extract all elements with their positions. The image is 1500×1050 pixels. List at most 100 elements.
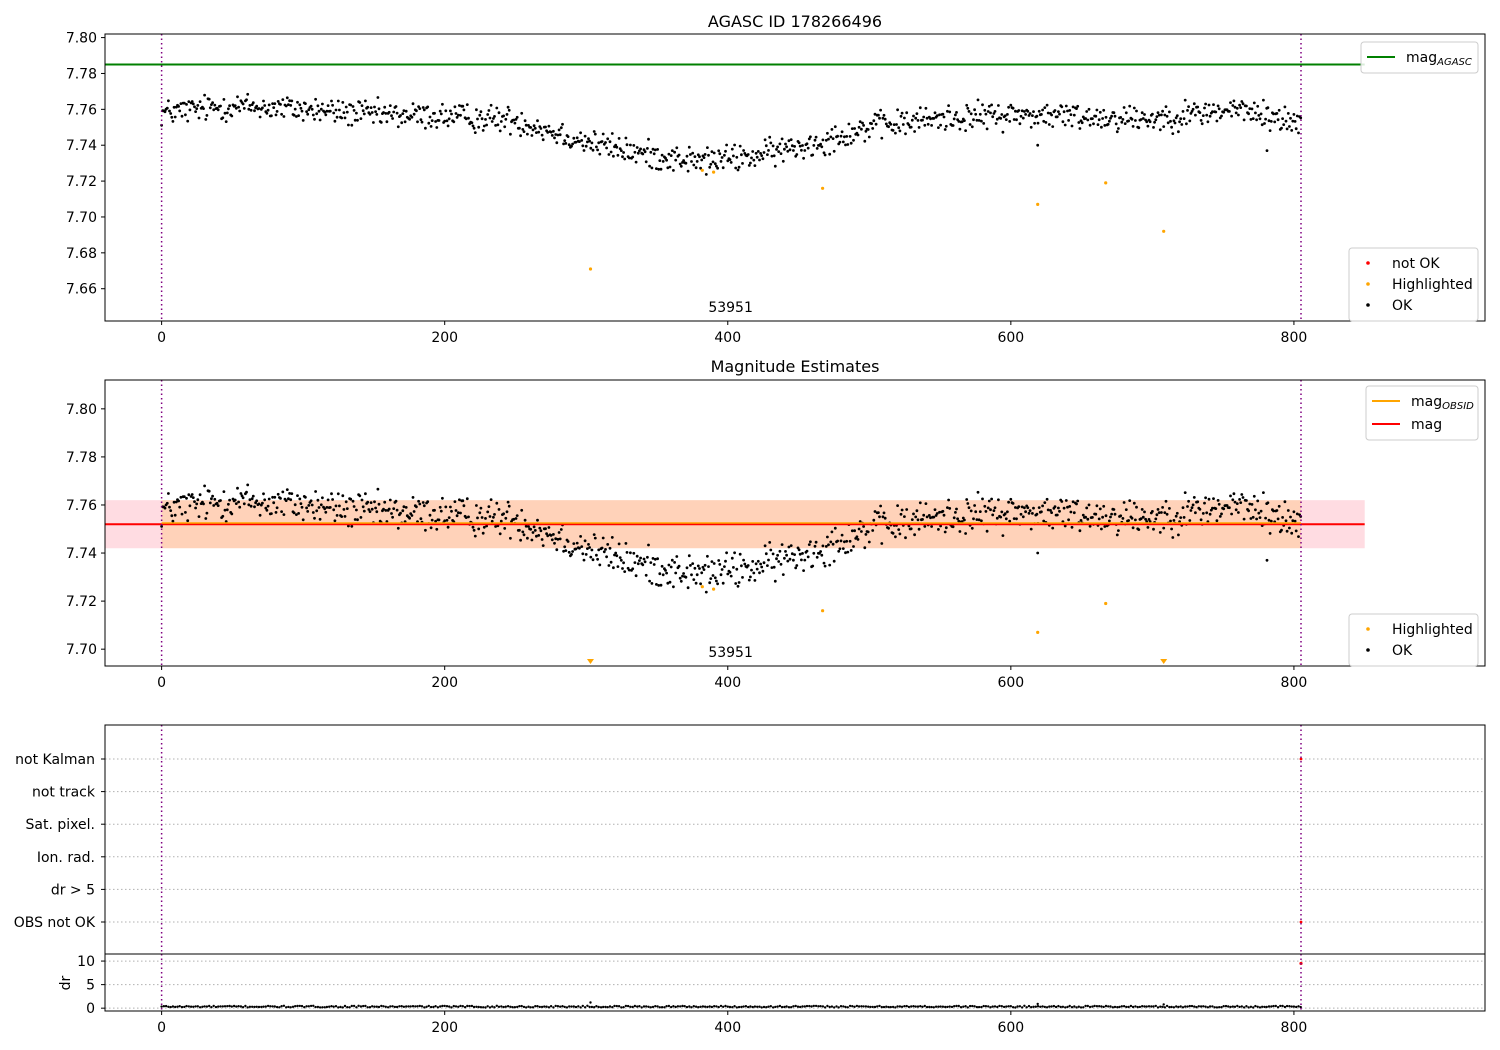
ok-point: [532, 124, 536, 128]
ok-point: [1009, 103, 1013, 107]
y-tick-label: 7.78: [66, 450, 97, 466]
ok-point: [505, 113, 509, 116]
ok-point: [433, 508, 436, 512]
ok-point: [958, 530, 962, 533]
ok-point: [972, 517, 975, 521]
ok-point: [445, 119, 449, 123]
ok-point: [681, 574, 684, 578]
ok-point: [1122, 106, 1126, 109]
ok-point: [798, 552, 802, 556]
ok-point: [507, 108, 511, 112]
ok-point: [503, 125, 507, 129]
ok-point: [336, 492, 340, 496]
dr-point: [1236, 1004, 1239, 1008]
ok-point: [1230, 512, 1233, 516]
ok-point: [467, 515, 470, 519]
ok-point: [540, 538, 544, 541]
dr-point: [1179, 1005, 1182, 1008]
highlighted-point: [1104, 181, 1108, 185]
ok-point: [208, 106, 212, 110]
dr-point: [823, 1006, 827, 1009]
ok-point: [742, 149, 745, 152]
flag-label: not track: [32, 785, 96, 801]
dr-point: [264, 1005, 267, 1008]
ok-point: [1293, 519, 1297, 523]
ok-point: [1055, 513, 1059, 517]
ok-point: [1132, 106, 1136, 110]
ok-point: [788, 557, 792, 561]
ok-point: [687, 554, 691, 558]
ok-point: [331, 103, 334, 107]
ok-point: [586, 140, 589, 144]
dr-point: [844, 1005, 847, 1009]
ok-point: [1251, 515, 1255, 519]
ok-point: [597, 141, 601, 145]
ok-point: [237, 500, 241, 504]
ok-point: [449, 505, 452, 509]
ok-point: [572, 136, 576, 140]
x-tick-label: 200: [431, 675, 458, 691]
ok-point: [310, 107, 314, 111]
ok-point: [513, 121, 517, 125]
ok-point: [622, 561, 625, 565]
ok-point: [323, 110, 327, 114]
ok-point: [673, 150, 676, 154]
dr-point: [352, 1004, 356, 1008]
dr-point: [1021, 1006, 1024, 1009]
ok-point: [1135, 505, 1138, 509]
ok-point: [1283, 500, 1287, 504]
dr-point: [855, 1004, 859, 1008]
x-tick-label: 0: [157, 675, 166, 691]
y-tick-label: 7.70: [66, 642, 97, 658]
ok-point: [267, 497, 271, 501]
highlighted-point: [588, 267, 593, 271]
ok-point: [1169, 519, 1172, 523]
ok-point: [1250, 107, 1254, 111]
ok-point: [939, 524, 942, 528]
ok-point: [649, 561, 653, 564]
ok-point: [358, 494, 362, 498]
ok-point: [180, 512, 184, 516]
ok-point: [1139, 517, 1143, 521]
ok-point: [529, 126, 533, 129]
ok-point: [544, 527, 547, 531]
ok-point: [1121, 517, 1125, 520]
ok-point: [1006, 510, 1009, 514]
ok-point: [493, 513, 496, 516]
ok-point: [362, 509, 366, 513]
ok-point: [404, 109, 408, 113]
ok-point: [749, 575, 752, 579]
ok-point: [1267, 518, 1271, 522]
ok-point: [960, 120, 964, 124]
ok-point: [706, 554, 709, 558]
ok-point: [942, 115, 946, 119]
ok-point: [1103, 124, 1107, 127]
ok-point: [224, 120, 228, 123]
ok-point: [438, 505, 442, 509]
ok-point: [612, 154, 615, 158]
ok-point: [815, 147, 819, 150]
dr-point: [706, 1005, 709, 1009]
ok-point: [267, 103, 271, 107]
ok-point: [773, 579, 777, 583]
ok-point: [1292, 113, 1296, 116]
ok-point: [877, 511, 880, 514]
dr-point: [932, 1006, 935, 1009]
ok-point: [1051, 125, 1055, 128]
ok-point: [421, 106, 425, 109]
ok-point: [951, 525, 955, 529]
ok-point: [464, 117, 468, 121]
ok-point: [846, 143, 850, 146]
ok-point: [732, 154, 735, 158]
ok-point: [667, 563, 671, 567]
dr-point: [273, 1005, 276, 1008]
flag-point: [1299, 920, 1303, 924]
ok-point: [651, 557, 655, 560]
ok-point: [384, 509, 388, 512]
dr-point: [613, 1004, 616, 1008]
ok-point: [497, 508, 501, 511]
ok-point: [188, 108, 192, 112]
dr-point: [328, 1005, 331, 1008]
ok-point: [754, 562, 758, 566]
ok-point: [541, 138, 545, 142]
